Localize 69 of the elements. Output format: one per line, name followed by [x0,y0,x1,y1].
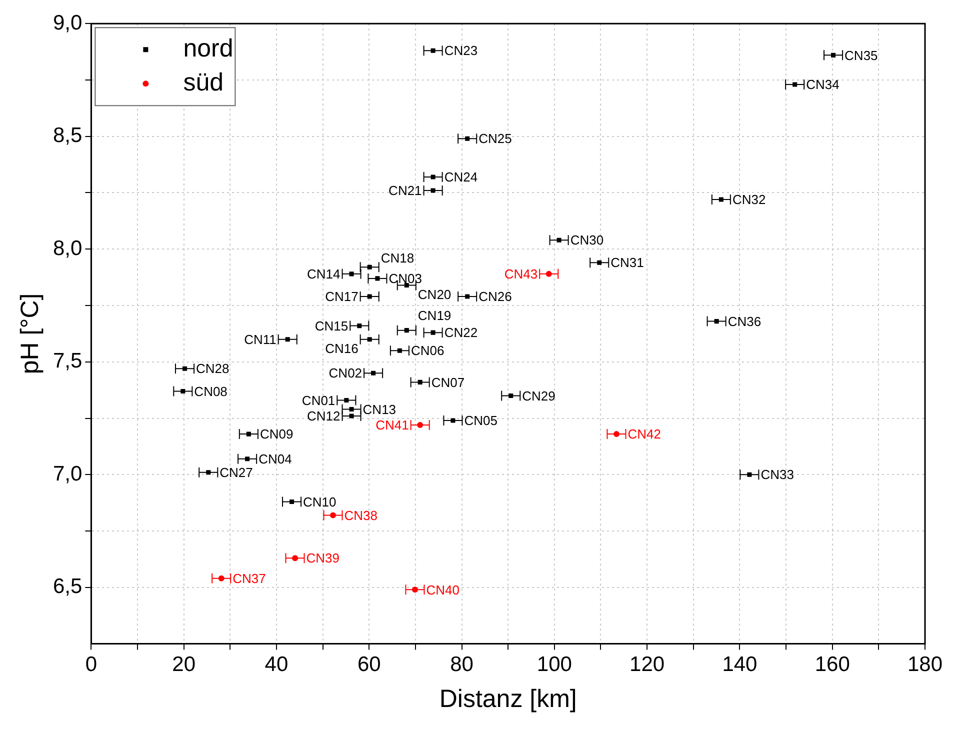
annotation: CN23 [444,43,478,58]
point [718,197,724,202]
annotation: CN36 [728,314,762,329]
annotation: CN43 [504,266,538,282]
x-tick-label: 40 [264,653,288,676]
annotation: CN41 [376,418,409,433]
annotation: CN21 [388,183,422,198]
annotation: CN37 [232,570,266,586]
x-tick-label: 80 [450,653,474,676]
annotation: CN08 [194,384,228,399]
annotation: CN40 [426,582,460,598]
annotation: CN27 [220,464,253,480]
legend-label: nord [183,34,234,62]
annotation: CN38 [344,508,378,523]
y-tick-label: 7,5 [52,350,82,373]
annotation: CN16 [325,340,358,356]
annotation: CN12 [307,408,340,424]
annotation: CN30 [570,232,604,248]
annotation: CN34 [806,77,840,92]
y-tick-label: 6,5 [52,575,82,598]
annotation: CN28 [196,361,230,376]
annotation: CN25 [478,131,512,146]
annotation: CN31 [610,255,644,270]
annotation: CN24 [444,170,478,185]
annotation: CN32 [732,192,766,208]
x-tick-label: 160 [814,653,850,676]
annotation: CN01 [302,392,336,408]
y-tick-label: 8,5 [52,124,82,148]
x-tick-label: 60 [357,653,381,676]
annotation: CN11 [244,332,276,347]
annotation: CN19 [418,308,452,323]
point [430,188,436,193]
x-tick-label: 20 [172,653,196,676]
point [792,82,798,87]
x-tick-label: 100 [536,653,572,676]
annotation: CN35 [844,48,878,63]
annotation: CN10 [303,494,336,510]
annotation: CN15 [314,318,348,334]
annotation: CN26 [478,289,512,304]
annotation: CN20 [418,286,452,302]
point [349,414,354,418]
point [465,294,470,299]
x-tick-label: 140 [722,653,758,676]
annotation: CN22 [444,325,478,340]
x-tick-label: 120 [630,653,665,676]
x-tick-label: 180 [907,653,943,676]
x-tick-label: 0 [85,653,98,676]
y-tick-label: 7,0 [52,462,82,486]
annotation: CN17 [325,289,358,304]
legend-label: süd [183,68,224,96]
annotation: CN33 [760,467,794,482]
annotation: CN29 [522,388,556,404]
annotation: CN03 [388,271,422,286]
annotation: CN04 [258,451,292,466]
annotation: CN42 [628,426,662,442]
annotation: CN18 [380,250,414,266]
annotation: CN02 [328,366,362,381]
annotation: CN05 [464,413,498,428]
y-tick-label: 9,0 [52,11,82,34]
x-axis-title: Distanz [km] [439,684,577,713]
annotation: CN14 [307,266,340,282]
y-axis-title: pH [°C] [16,293,44,374]
annotation: CN39 [306,550,340,566]
y-tick-label: 8,0 [52,236,82,260]
annotation: CN07 [431,374,465,390]
annotation: CN06 [410,343,444,358]
annotation: CN09 [260,426,294,442]
point [367,294,372,299]
annotation: CN13 [362,402,396,417]
